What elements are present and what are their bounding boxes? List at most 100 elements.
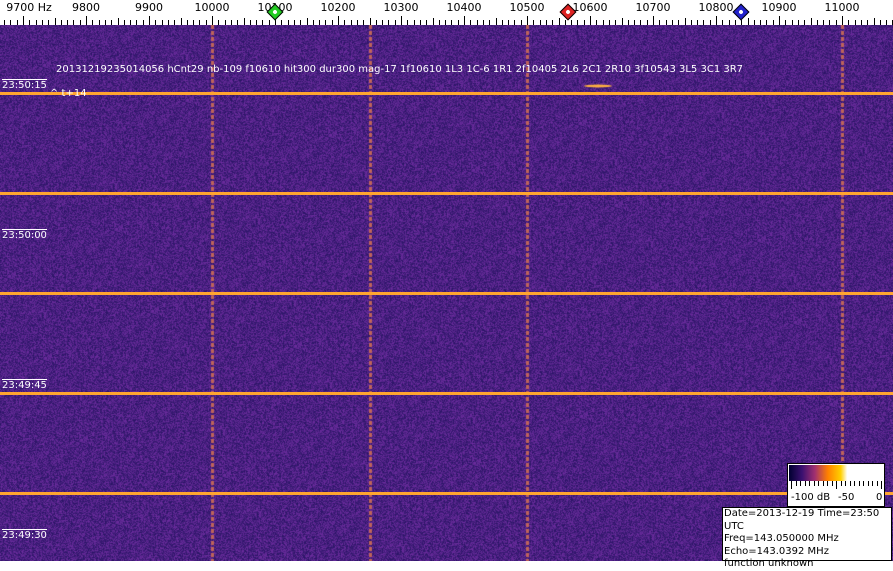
axis-tick (331, 20, 333, 25)
axis-tick (501, 20, 503, 25)
axis-tick (199, 20, 201, 25)
axis-tick (797, 20, 799, 25)
axis-tick (249, 20, 251, 25)
time-label: 23:49:30 (2, 529, 47, 541)
colorbar-label-min: -100 dB (791, 492, 831, 503)
axis-tick (275, 16, 276, 25)
axis-tick (476, 20, 478, 25)
frequency-label: 9800 (72, 1, 100, 14)
axis-tick (419, 20, 421, 25)
colorbar-tick (872, 481, 873, 486)
axis-tick (766, 20, 768, 25)
axis-tick (533, 20, 535, 25)
colorbar-tick (791, 481, 792, 489)
colorbar-tick (827, 481, 828, 486)
axis-tick (262, 20, 264, 25)
axis-tick (104, 20, 106, 25)
axis-tick (835, 20, 837, 25)
axis-tick (287, 20, 289, 25)
axis-tick (432, 18, 434, 25)
axis-tick (224, 20, 226, 25)
axis-tick (842, 16, 843, 25)
axis-tick (615, 20, 617, 25)
axis-tick (86, 16, 87, 25)
axis-tick (268, 20, 270, 25)
axis-tick (350, 20, 352, 25)
colorbar-tick (804, 481, 806, 486)
axis-tick (161, 20, 163, 25)
axis-tick (829, 20, 831, 25)
frequency-label: 10000 (194, 1, 230, 14)
colorbar-tick (849, 481, 851, 486)
color-scale-bar[interactable]: -100 dB -50 0 (787, 463, 885, 507)
info-echo: Echo=143.0392 MHz (724, 545, 829, 557)
axis-tick (602, 20, 604, 25)
frequency-label: 10800 (698, 1, 734, 14)
axis-tick (413, 20, 415, 25)
axis-tick (678, 20, 680, 25)
axis-tick (653, 16, 654, 25)
frequency-axis[interactable]: 9700 Hz980099001000010100102001030010400… (0, 0, 893, 25)
axis-tick (627, 20, 629, 25)
axis-tick (848, 20, 850, 25)
colorbar-tick (840, 481, 842, 486)
axis-tick (558, 18, 560, 25)
colorbar-tick (845, 481, 846, 486)
colorbar-label-mid: -50 (838, 492, 855, 503)
axis-tick (520, 20, 522, 25)
frequency-label: 10600 (572, 1, 608, 14)
time-label: 23:49:45 (2, 379, 47, 391)
colorbar-tick (818, 481, 819, 486)
axis-tick (174, 20, 176, 25)
axis-tick (117, 18, 119, 25)
waterfall-display[interactable]: 23:50:15 23:50:00 23:49:45 23:49:30 2013… (0, 25, 893, 561)
axis-tick (54, 18, 56, 25)
axis-tick (779, 16, 780, 25)
time-label: 23:50:00 (2, 229, 47, 241)
axis-tick (438, 20, 440, 25)
axis-tick (608, 20, 610, 25)
axis-tick (886, 20, 888, 25)
axis-tick (804, 20, 806, 25)
axis-tick (823, 20, 825, 25)
time-marker-line (0, 292, 893, 295)
axis-tick (583, 20, 585, 25)
axis-tick (41, 20, 43, 25)
axis-tick (193, 20, 195, 25)
info-function: function unknown (724, 558, 814, 569)
axis-tick (489, 20, 491, 25)
axis-tick (388, 20, 390, 25)
time-marker-line (0, 92, 893, 95)
frequency-label: 10500 (509, 1, 545, 14)
axis-tick (73, 20, 75, 25)
decode-text: 20131219235014056 hCnt29 nb-109 f10610 h… (56, 64, 744, 75)
axis-tick (577, 20, 579, 25)
axis-tick (167, 20, 169, 25)
frequency-label: 10200 (320, 1, 356, 14)
colorbar-tick (800, 481, 801, 486)
axis-tick (29, 20, 31, 25)
axis-tick (375, 20, 377, 25)
color-gradient (789, 465, 883, 481)
axis-tick (4, 20, 6, 25)
axis-tick (545, 20, 547, 25)
color-scale-ticks (789, 481, 883, 489)
axis-tick (741, 20, 743, 25)
colorbar-label-max: 0 (876, 492, 883, 503)
axis-tick (867, 20, 869, 25)
axis-tick (596, 20, 598, 25)
colorbar-tick (836, 481, 837, 489)
axis-tick (394, 20, 396, 25)
axis-tick (621, 18, 623, 25)
frequency-label: 10900 (761, 1, 797, 14)
axis-tick (772, 20, 774, 25)
axis-tick (709, 20, 711, 25)
axis-tick (451, 20, 453, 25)
axis-tick (300, 20, 302, 25)
axis-tick (319, 20, 321, 25)
delta-time-text: ^ t+14 (50, 88, 87, 99)
axis-tick (401, 16, 402, 25)
axis-tick (854, 20, 856, 25)
axis-tick (293, 20, 295, 25)
axis-tick (149, 16, 150, 25)
